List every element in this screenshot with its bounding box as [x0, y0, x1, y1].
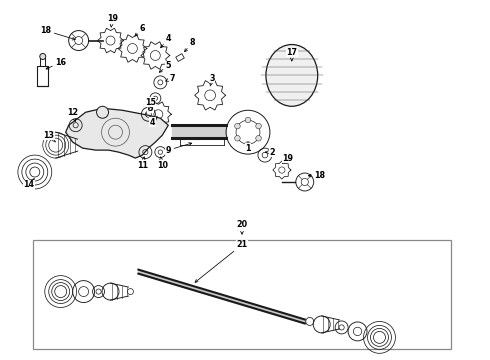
Bar: [176, 54, 184, 62]
Circle shape: [256, 123, 261, 129]
Text: 19: 19: [107, 14, 118, 27]
Bar: [33, 240, 451, 349]
Text: 11: 11: [137, 157, 148, 170]
Circle shape: [235, 123, 240, 129]
Text: 19: 19: [282, 154, 294, 163]
Text: 6: 6: [135, 24, 145, 36]
Polygon shape: [66, 108, 168, 158]
Text: 18: 18: [40, 26, 75, 40]
Text: 7: 7: [166, 74, 175, 83]
Text: 13: 13: [43, 131, 56, 142]
Text: 9: 9: [166, 143, 192, 154]
Text: 21: 21: [195, 240, 247, 282]
Text: 3: 3: [209, 74, 215, 86]
Text: 1: 1: [245, 143, 251, 153]
Circle shape: [245, 117, 251, 123]
Text: 18: 18: [308, 171, 325, 180]
Text: 8: 8: [185, 38, 195, 52]
Text: 12: 12: [67, 108, 78, 121]
Circle shape: [235, 135, 240, 141]
Text: 4: 4: [161, 34, 171, 48]
Text: 4: 4: [149, 116, 157, 127]
Circle shape: [256, 135, 261, 141]
Text: 2: 2: [266, 148, 275, 157]
Text: 15: 15: [145, 98, 156, 110]
Text: 5: 5: [147, 103, 154, 113]
Text: 5: 5: [159, 61, 171, 72]
Text: 16: 16: [46, 58, 66, 69]
Text: 14: 14: [24, 179, 34, 189]
Circle shape: [40, 54, 46, 59]
Ellipse shape: [266, 45, 318, 106]
Text: 17: 17: [286, 48, 297, 61]
Circle shape: [97, 106, 108, 118]
Bar: [37, 67, 48, 86]
Text: 20: 20: [237, 220, 247, 234]
Circle shape: [245, 141, 251, 147]
Text: 10: 10: [157, 157, 168, 170]
